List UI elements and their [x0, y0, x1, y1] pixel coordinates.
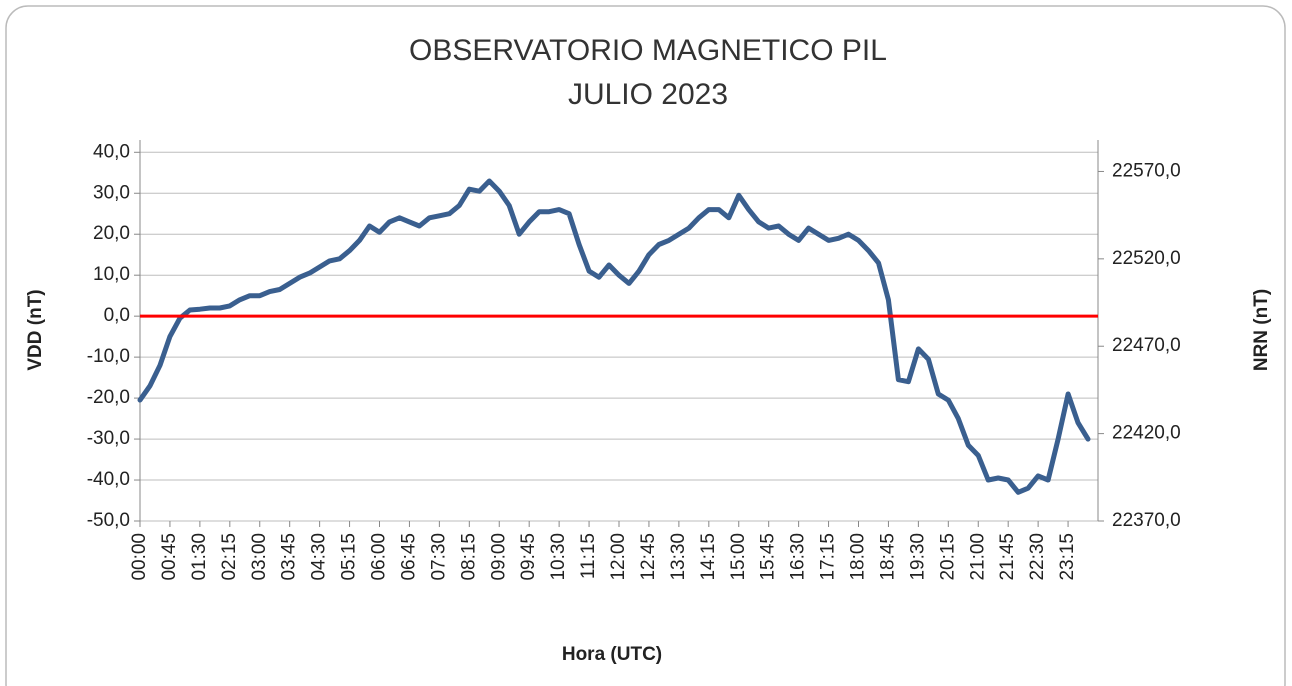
- x-tick-label: 15:45: [758, 533, 779, 581]
- x-tick-label: 23:15: [1057, 533, 1078, 581]
- x-tick-label: 10:30: [548, 533, 569, 581]
- x-tick-label: 21:00: [967, 533, 988, 581]
- x-tick-label: 00:45: [159, 533, 180, 581]
- x-tick-label: 22:30: [1027, 533, 1048, 581]
- x-tick-label: 06:00: [369, 533, 390, 581]
- x-tick-label: 12:00: [608, 533, 629, 581]
- x-tick-label: 03:00: [249, 533, 270, 581]
- y2-tick-label: 22370,0: [1112, 510, 1181, 531]
- x-tick-label: 02:15: [219, 533, 240, 581]
- x-tick-label: 05:15: [339, 533, 360, 581]
- x-tick-label: 06:45: [398, 533, 419, 581]
- x-tick-label: 11:15: [578, 533, 599, 579]
- y-tick-label: -20,0: [87, 387, 130, 408]
- x-tick-label: 07:30: [428, 533, 449, 581]
- x-tick-label: 09:45: [518, 533, 539, 581]
- x-tick-label: 18:45: [877, 533, 898, 581]
- x-tick-label: 04:30: [309, 533, 330, 581]
- y2-tick-label: 22420,0: [1112, 423, 1181, 444]
- y2-tick-label: 22470,0: [1112, 335, 1181, 356]
- y-axis-title: VDD (nT): [25, 289, 46, 370]
- y2-tick-label: 22520,0: [1112, 248, 1181, 269]
- y-tick-label: 30,0: [93, 182, 130, 203]
- x-tick-label: 19:30: [907, 533, 928, 581]
- y-tick-label: -10,0: [87, 346, 130, 367]
- x-tick-label: 20:15: [937, 533, 958, 581]
- x-tick-label: 12:45: [638, 533, 659, 581]
- x-tick-label: 14:15: [698, 533, 719, 581]
- y-tick-label: -30,0: [87, 428, 130, 449]
- data-line: [137, 178, 1091, 495]
- x-tick-label: 21:45: [997, 533, 1018, 581]
- x-tick-label: 00:00: [129, 533, 150, 581]
- chart-title: OBSERVATORIO MAGNETICO PIL: [409, 34, 887, 67]
- y-tick-label: -40,0: [87, 469, 130, 490]
- x-tick-label: 03:45: [279, 533, 300, 581]
- x-tick-label: 08:15: [458, 533, 479, 581]
- y-tick-label: 20,0: [93, 223, 130, 244]
- y-tick-label: 10,0: [93, 264, 130, 285]
- chart-frame: [5, 5, 1286, 686]
- y2-tick-label: 22570,0: [1112, 160, 1181, 181]
- x-tick-label: 16:30: [788, 533, 809, 581]
- x-tick-label: 18:00: [848, 533, 869, 581]
- x-tick-label: 01:30: [189, 533, 210, 581]
- y-tick-label: 0,0: [104, 305, 130, 326]
- x-axis-title: Hora (UTC): [562, 644, 662, 665]
- y-tick-label: -50,0: [87, 510, 130, 531]
- y-tick-label: 40,0: [93, 141, 130, 162]
- y2-axis-title: NRN (nT): [1251, 289, 1272, 371]
- x-tick-label: 15:00: [728, 533, 749, 581]
- chart-subtitle: JULIO 2023: [568, 78, 728, 111]
- x-tick-label: 17:15: [818, 533, 839, 581]
- x-tick-label: 09:00: [488, 533, 509, 581]
- x-tick-label: 13:30: [668, 533, 689, 581]
